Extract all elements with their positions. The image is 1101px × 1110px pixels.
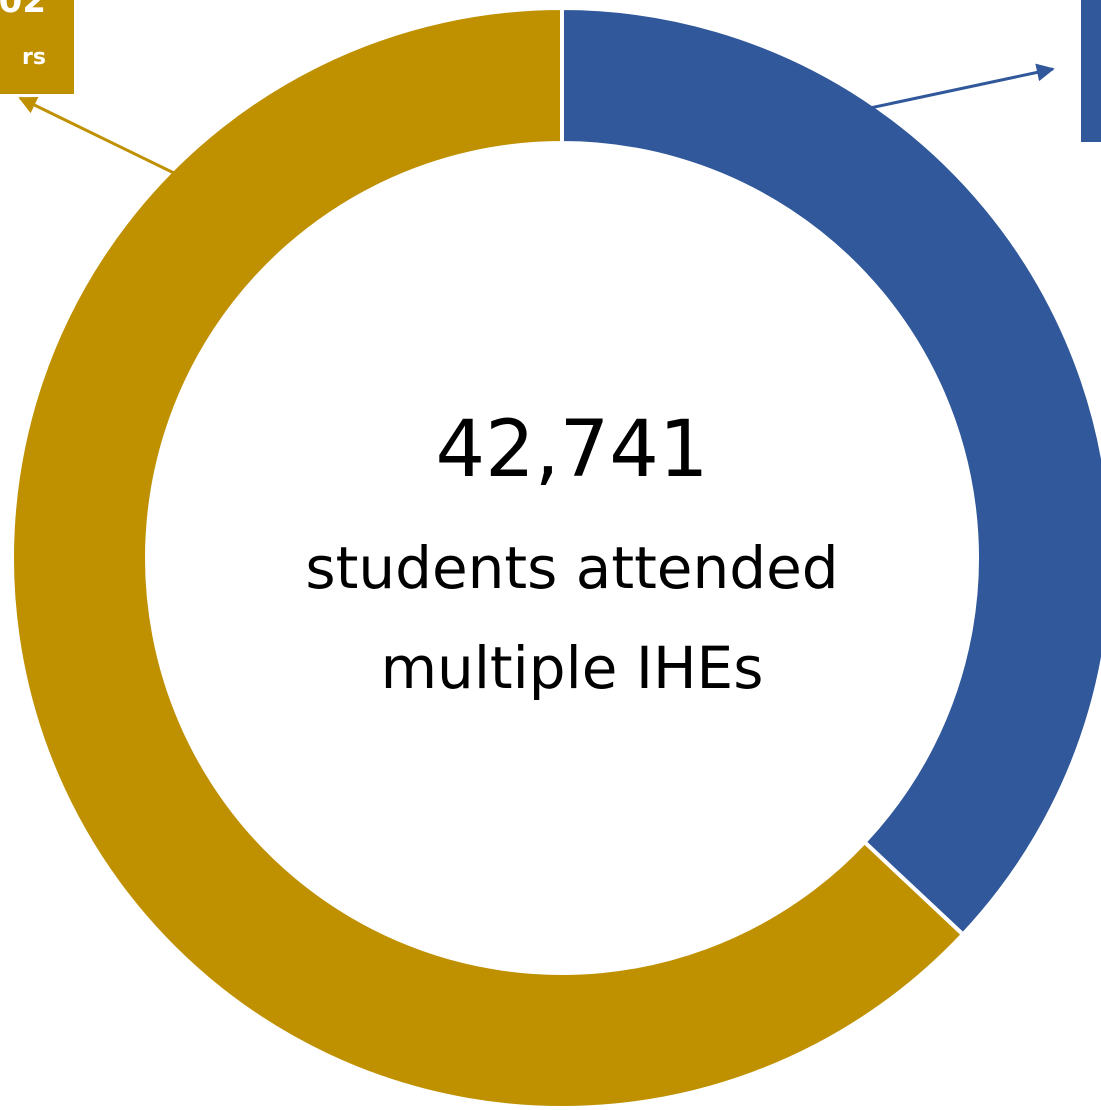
callout-blue-arrow [869,63,1055,110]
center-line-2: multiple IHEs [381,634,764,702]
callout-gold: 02 rs [0,0,177,176]
donut-slice-0 [560,5,1101,938]
center-value: 42,741 [436,405,709,495]
callout-gold-value: 02 [0,0,46,21]
center-label: 42,741 students attended multiple IHEs [305,405,838,702]
center-line-1: students attended [305,534,838,602]
callout-blue [869,0,1101,142]
callout-gold-box [0,0,74,94]
callout-blue-box [1081,0,1101,142]
donut-slices [10,5,1101,1110]
donut-slice-1 [10,5,966,1110]
callout-gold-label: rs [22,45,46,70]
callout-gold-arrow [18,96,177,176]
